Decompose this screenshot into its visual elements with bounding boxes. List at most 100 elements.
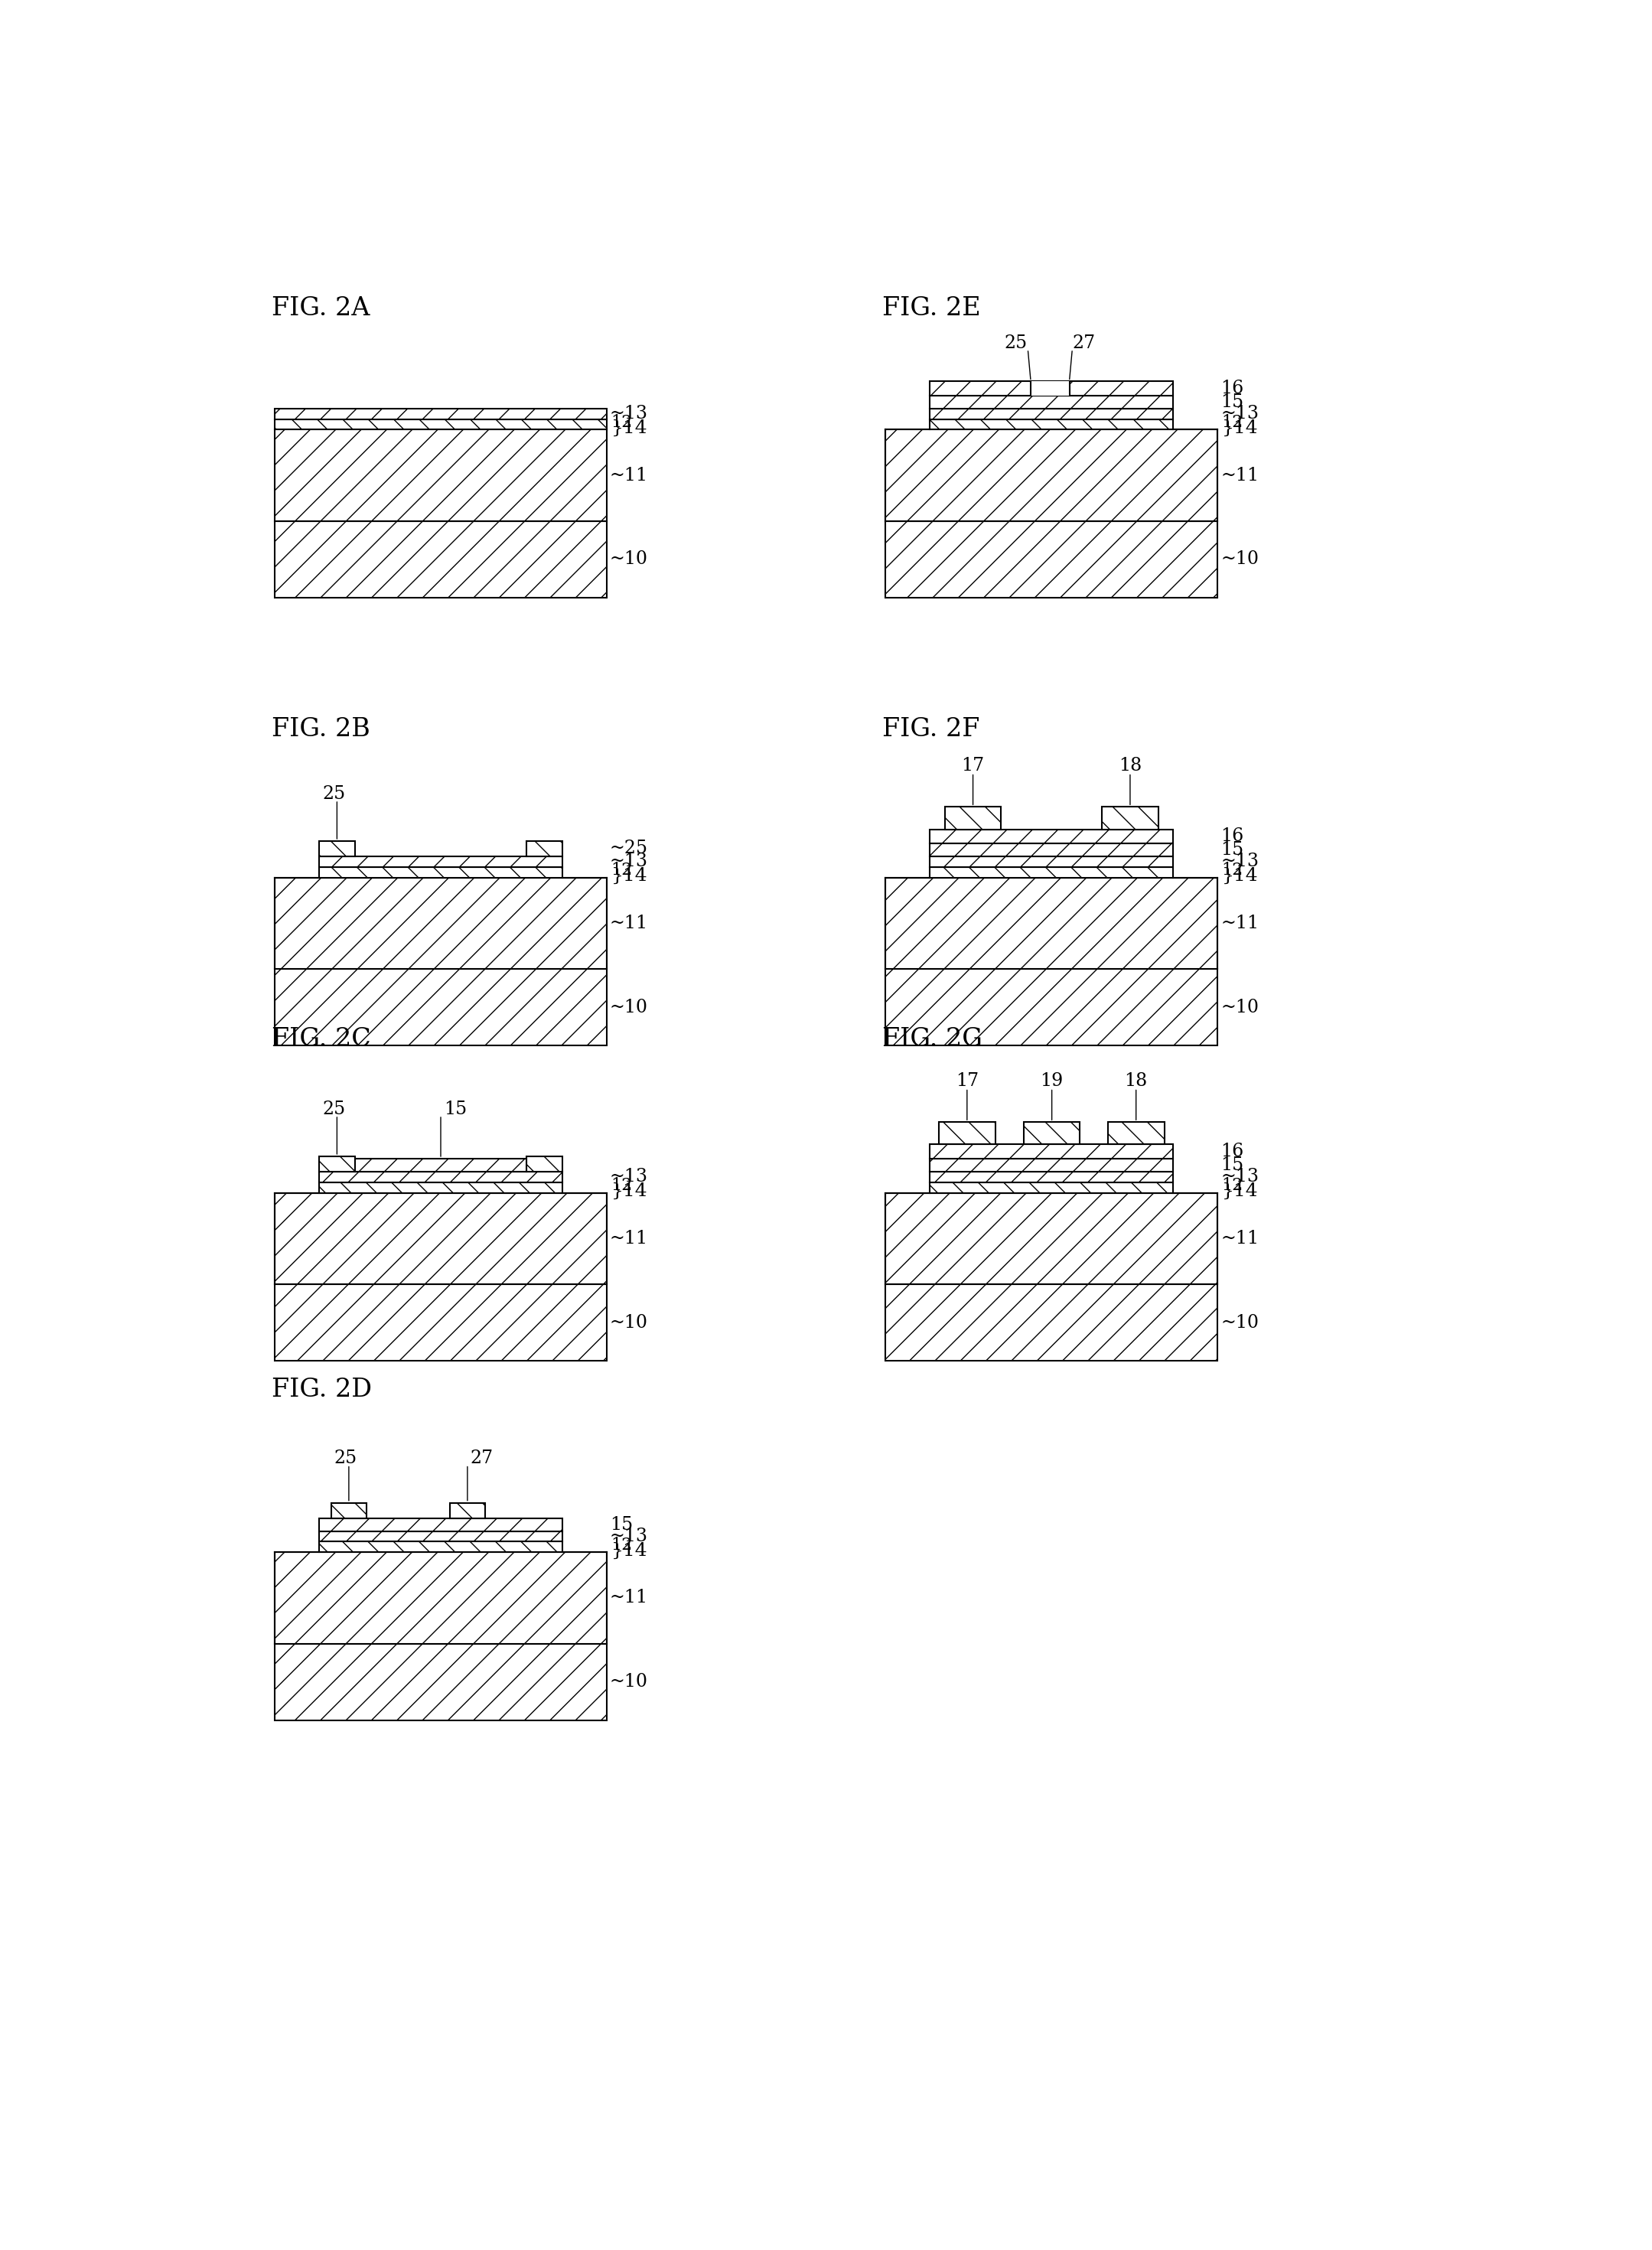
- Bar: [319, 1156, 355, 1172]
- Bar: [1031, 380, 1069, 396]
- Bar: [930, 1172, 1173, 1181]
- Bar: [1102, 808, 1158, 830]
- Text: 19: 19: [1041, 1071, 1064, 1089]
- Bar: [930, 396, 1173, 409]
- Text: }14: }14: [1222, 418, 1259, 436]
- Text: FIG. 2A: FIG. 2A: [271, 297, 370, 319]
- Bar: [274, 410, 606, 418]
- Bar: [945, 808, 1001, 830]
- Text: 25: 25: [334, 1449, 357, 1467]
- Bar: [274, 878, 606, 970]
- Text: 17: 17: [961, 756, 985, 774]
- Text: 25: 25: [322, 785, 345, 803]
- Text: ~10: ~10: [1221, 999, 1259, 1017]
- Bar: [930, 857, 1173, 866]
- Text: ~10: ~10: [1221, 551, 1259, 569]
- Bar: [274, 522, 606, 598]
- Bar: [319, 1519, 562, 1530]
- Text: 12: 12: [611, 862, 633, 880]
- Text: FIG. 2B: FIG. 2B: [271, 718, 370, 742]
- Text: 27: 27: [1072, 335, 1095, 351]
- Bar: [885, 522, 1218, 598]
- Bar: [330, 1503, 367, 1519]
- Bar: [930, 830, 1173, 844]
- Text: 15: 15: [1221, 1156, 1244, 1174]
- Bar: [930, 844, 1173, 857]
- Bar: [274, 970, 606, 1046]
- Bar: [449, 1503, 486, 1519]
- Text: ~11: ~11: [1221, 914, 1259, 931]
- Text: }14: }14: [611, 1541, 648, 1559]
- Text: }14: }14: [611, 1181, 648, 1199]
- Text: 18: 18: [1125, 1071, 1148, 1089]
- Text: 18: 18: [1118, 756, 1142, 774]
- Bar: [930, 1181, 1173, 1192]
- Bar: [930, 418, 1173, 430]
- Text: 16: 16: [1221, 380, 1244, 398]
- Text: 12: 12: [611, 1177, 633, 1195]
- Bar: [930, 1159, 1173, 1172]
- Text: 25: 25: [322, 1100, 345, 1118]
- Bar: [355, 1159, 527, 1172]
- Bar: [319, 1541, 562, 1552]
- Text: 12: 12: [1222, 1177, 1244, 1195]
- Text: FIG. 2F: FIG. 2F: [882, 718, 980, 742]
- Text: FIG. 2G: FIG. 2G: [882, 1026, 983, 1051]
- Bar: [274, 430, 606, 522]
- Bar: [1024, 1123, 1080, 1145]
- Text: 12: 12: [611, 1537, 633, 1555]
- Text: ~13: ~13: [1221, 1168, 1259, 1186]
- Text: ~11: ~11: [610, 1588, 648, 1606]
- Text: 15: 15: [1221, 841, 1244, 859]
- Text: 17: 17: [955, 1071, 978, 1089]
- Bar: [319, 866, 562, 878]
- Bar: [930, 1145, 1173, 1159]
- Text: 15: 15: [444, 1100, 468, 1118]
- Bar: [319, 857, 562, 866]
- Text: FIG. 2D: FIG. 2D: [271, 1377, 372, 1402]
- Text: 12: 12: [611, 414, 633, 432]
- Bar: [319, 1181, 562, 1192]
- Text: ~11: ~11: [610, 466, 648, 484]
- Bar: [885, 970, 1218, 1046]
- Text: ~13: ~13: [610, 1528, 648, 1546]
- Text: FIG. 2E: FIG. 2E: [882, 297, 981, 319]
- Text: ~13: ~13: [610, 853, 648, 871]
- Text: 25: 25: [1004, 335, 1028, 351]
- Bar: [930, 380, 1173, 396]
- Text: 27: 27: [471, 1449, 494, 1467]
- Text: ~11: ~11: [610, 914, 648, 931]
- Text: ~11: ~11: [1221, 466, 1259, 484]
- Bar: [930, 410, 1173, 418]
- Bar: [885, 1192, 1218, 1285]
- Bar: [274, 1552, 606, 1642]
- Text: ~11: ~11: [1221, 1231, 1259, 1246]
- Text: ~10: ~10: [610, 1314, 648, 1332]
- Text: }14: }14: [611, 418, 648, 436]
- Text: ~10: ~10: [610, 999, 648, 1017]
- Bar: [274, 1285, 606, 1361]
- Bar: [319, 841, 355, 857]
- Text: ~13: ~13: [1221, 405, 1259, 423]
- Bar: [527, 841, 562, 857]
- Bar: [527, 1156, 562, 1172]
- Bar: [274, 1642, 606, 1721]
- Text: }14: }14: [611, 866, 648, 884]
- Text: ~10: ~10: [1221, 1314, 1259, 1332]
- Bar: [885, 878, 1218, 970]
- Text: }14: }14: [1222, 866, 1259, 884]
- Text: ~13: ~13: [610, 1168, 648, 1186]
- Text: ~10: ~10: [610, 1674, 648, 1690]
- Bar: [274, 418, 606, 430]
- Bar: [319, 1530, 562, 1541]
- Text: ~13: ~13: [1221, 853, 1259, 871]
- Bar: [930, 866, 1173, 878]
- Text: 15: 15: [1221, 394, 1244, 412]
- Text: ~25: ~25: [610, 839, 648, 857]
- Bar: [885, 1285, 1218, 1361]
- Bar: [938, 1123, 995, 1145]
- Text: 16: 16: [1221, 828, 1244, 846]
- Text: ~13: ~13: [610, 405, 648, 423]
- Text: ~10: ~10: [610, 551, 648, 569]
- Bar: [274, 1192, 606, 1285]
